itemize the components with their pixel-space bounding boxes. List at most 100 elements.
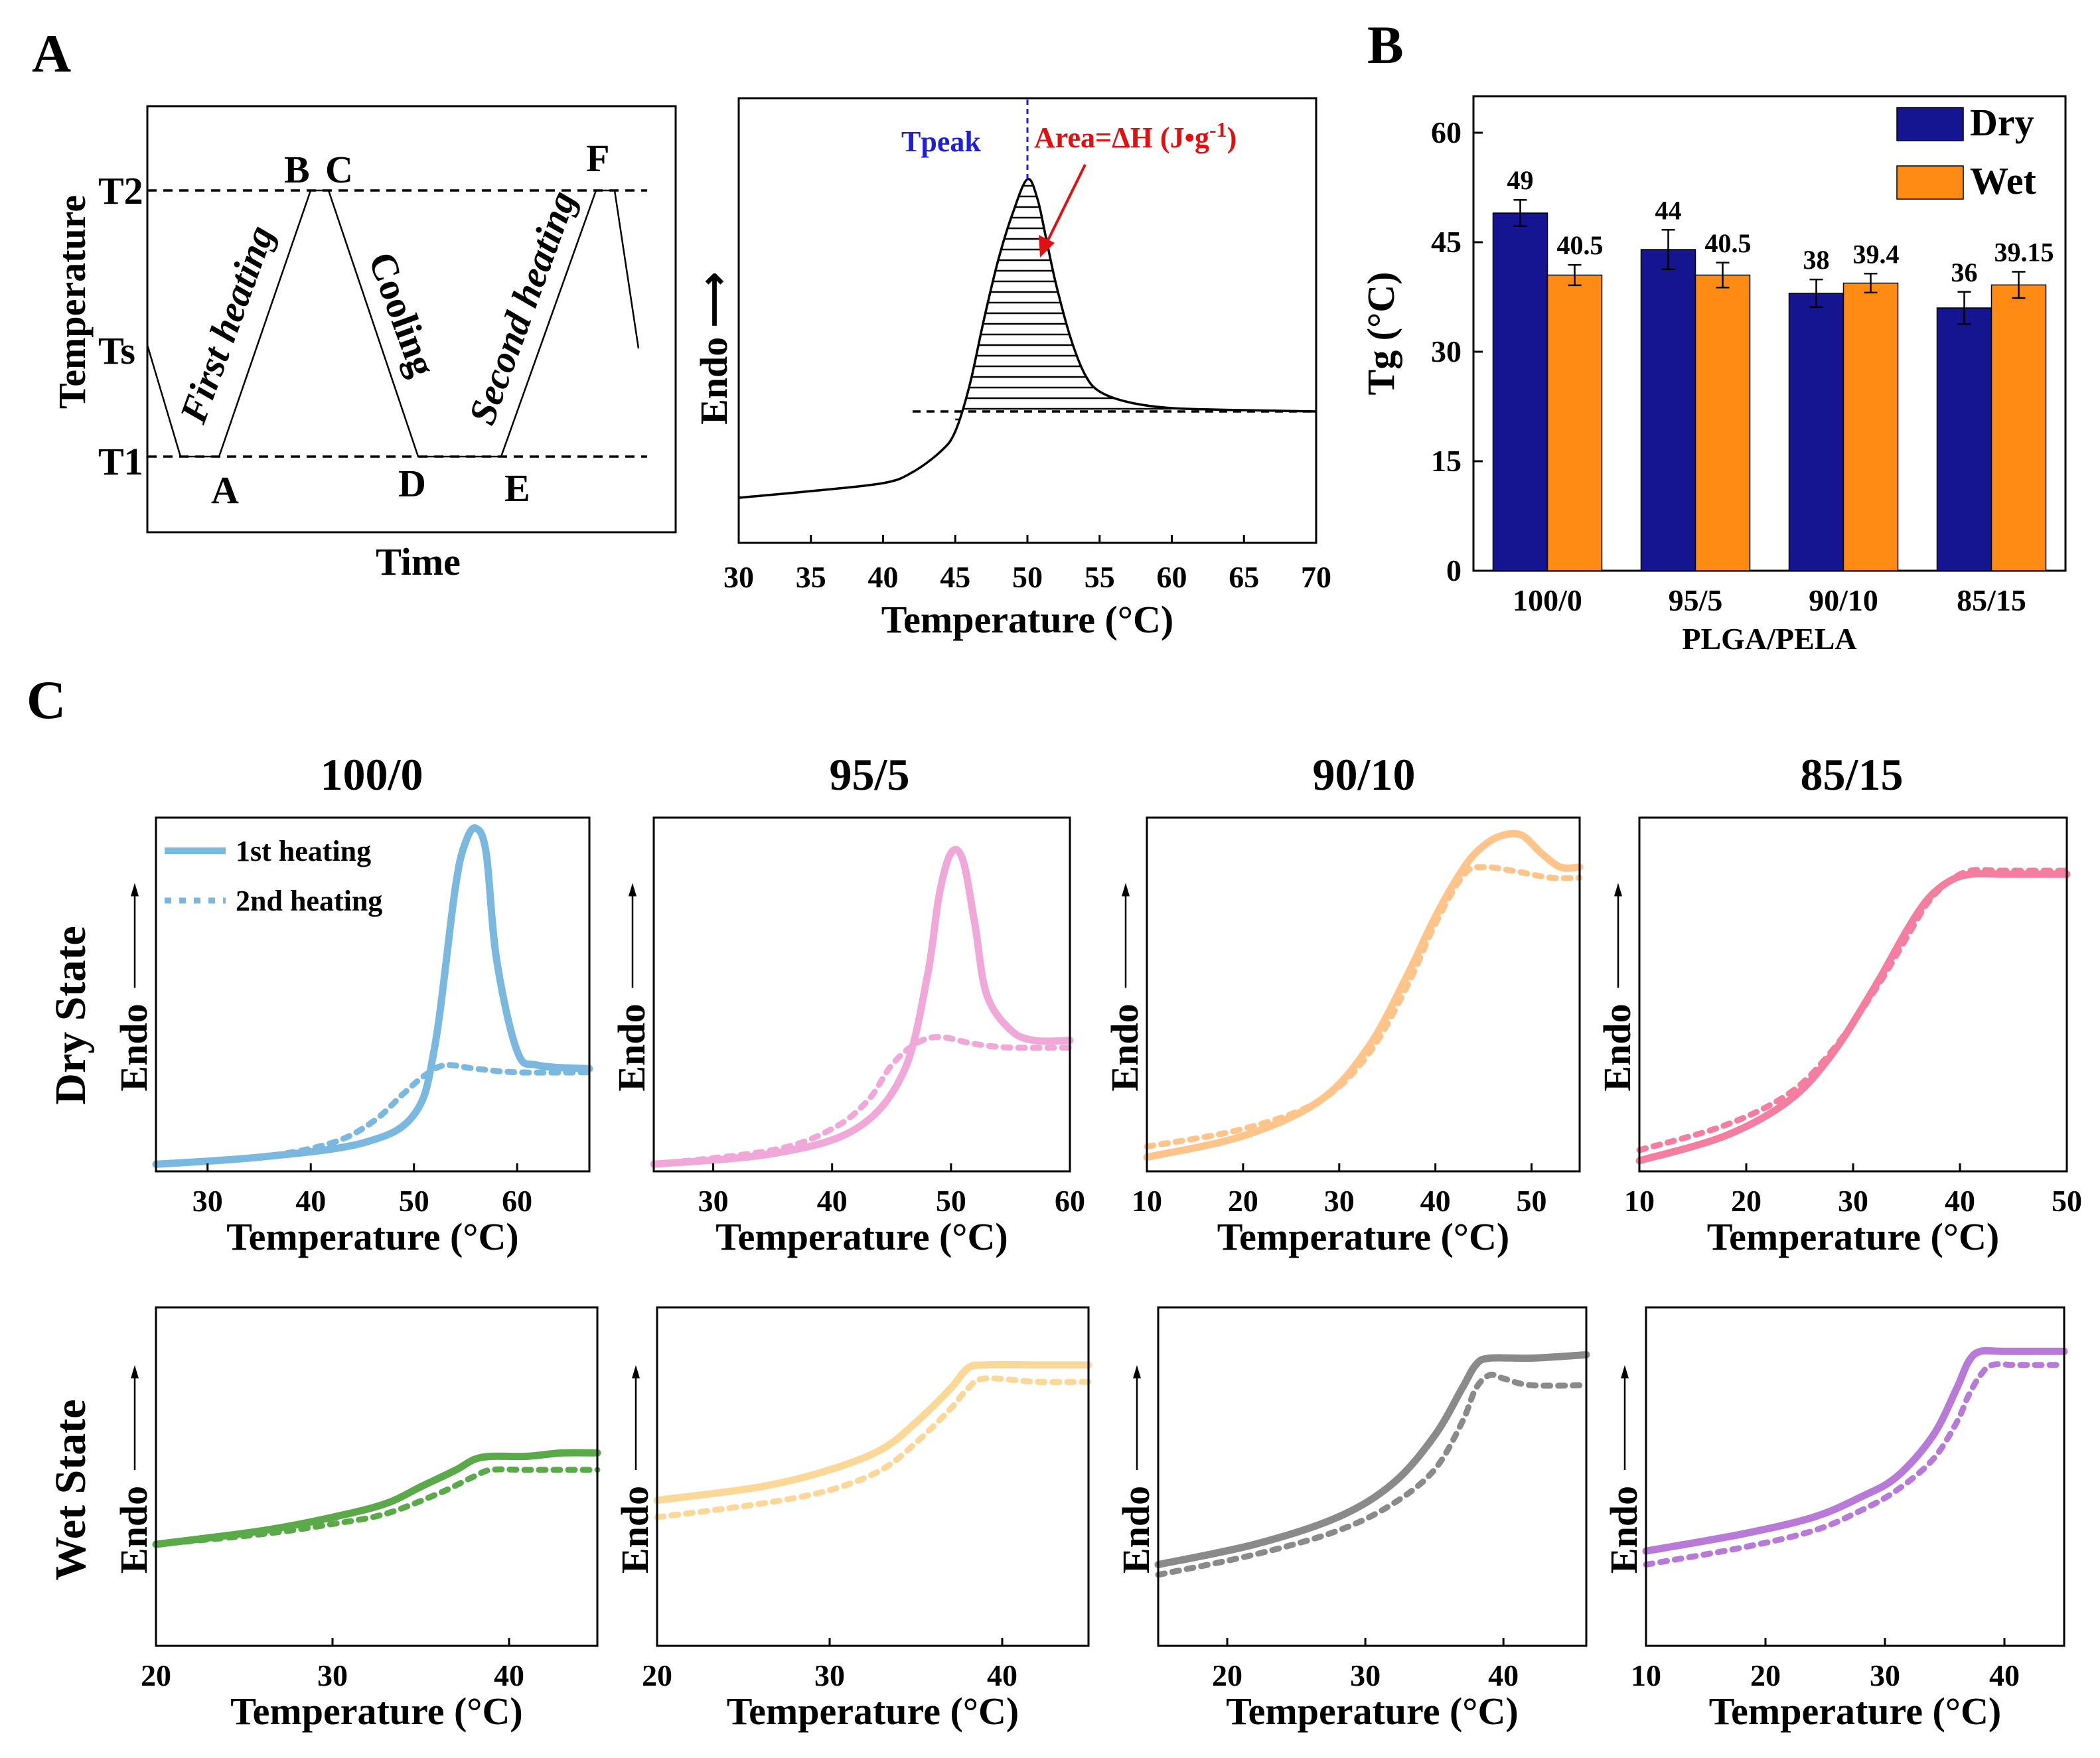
x-tick-label: 20 [1750,1658,1781,1692]
bar-dry [1788,293,1844,571]
x-tick-label: 40 [1989,1658,2020,1692]
x-tick-label: 10 [1631,1658,1661,1692]
schematic-panel: Temperature Time T2 Ts T1 A B C D E F Fi… [50,105,677,583]
endo-arrow-head [1122,883,1130,897]
panel-label-a: A [32,23,71,84]
bar-dry [1492,212,1548,571]
tpeak-label: Tpeak [901,125,981,158]
first-heating-curve [152,1449,601,1548]
schematic-xlabel: Time [376,540,461,583]
x-tick-label: 45 [940,560,970,594]
legend-label-wet: Wet [1970,159,2037,202]
dsc-chart-wet-100-0: 20 30 40 Endo Temperature (°C) [112,1306,601,1733]
x-tick-label: 30 [1324,1184,1355,1218]
second-heating-curve [1643,1361,2067,1568]
x-axis-label: Temperature (°C) [1226,1690,1518,1733]
x-tick-label: 55 [1085,560,1115,594]
endo-arrow-head [1614,883,1622,897]
row-label-wet: Wet State [46,1399,95,1580]
x-tick-label: 20 [1731,1184,1762,1218]
second-heating-label: Second heating [460,185,584,430]
dsc-grid: 100/0 30 40 50 60 Endo Temperature (°C) 95/5 30 4… [112,749,2082,1733]
dsc-chart-dry-85-15: 85/15 10 20 30 40 50 Endo Temperature (°C) [1596,749,2082,1258]
bar-chart-ylabel: Tg (°C) [1359,272,1402,396]
second-heating-curve [153,1466,601,1548]
dsc-chart-wet-95-5: 20 30 40 Endo Temperature (°C) [613,1306,1092,1733]
endo-arrow-head [131,883,139,897]
column-title: 90/10 [1313,749,1416,800]
first-heating-curve [1143,830,1584,1161]
x-tick-label: 70 [1301,560,1331,594]
dsc-chart-dry-95-5: 95/5 30 40 50 60 Endo Temperature (°C) [610,749,1085,1258]
bar-value-label: 36 [1951,257,1978,287]
x-tick-label: 50 [2052,1184,2082,1218]
endo-label: Endo [112,1486,155,1574]
cooling-label: Cooling [360,246,445,382]
point-e: E [504,467,530,510]
x-tick-label: 30 [723,560,754,594]
bar-value-label: 49 [1507,165,1534,195]
point-b: B [284,148,310,191]
column-title: 95/5 [830,749,910,800]
x-axis-label: Temperature (°C) [727,1690,1019,1733]
endo-label: Endo [1602,1486,1645,1574]
panel-label-c: C [27,670,66,730]
bar-wet [1990,284,2047,571]
y-tick-label: 60 [1431,115,1462,149]
x-tick-label: 50 [936,1184,966,1218]
dsc-example-curve [738,177,1317,499]
bar-value-label: 40.5 [1705,228,1752,258]
x-tick-label: 85/15 [1957,583,2026,617]
bar-wet [1694,274,1751,571]
y-tick-label: 45 [1431,225,1462,259]
first-heating-label: First heating [171,220,283,429]
endo-arrow-head [632,1365,640,1378]
x-tick-label: 50 [1012,560,1043,594]
x-axis-label: Temperature (°C) [1217,1215,1509,1258]
chart-frame [155,1306,599,1647]
bar-dry [1936,307,1992,571]
bar-chart-frame [1472,95,2067,572]
heating-legend: 1st heating 2nd heating [165,835,382,917]
legend-second-heating: 2nd heating [236,885,382,917]
x-tick-label: 10 [1624,1184,1655,1218]
chart-frame [656,1306,1090,1647]
x-tick-label: 40 [817,1184,848,1218]
chart-frame [1146,816,1581,1173]
endo-label: Endo [1596,1003,1639,1091]
endo-arrow-head [1621,1365,1629,1378]
y-tick-label: 0 [1446,553,1462,587]
x-axis-label: Temperature (°C) [1707,1215,1999,1258]
legend-label-dry: Dry [1970,101,2034,144]
y-tick-label: 30 [1431,334,1462,368]
first-heating-curve [650,845,1074,1168]
chart-frame [1157,1306,1588,1647]
tg-bar-chart: 0 15 30 45 60 100/0 49 40.5 95/5 44 40.5 90/10 38 39.… [1359,95,2067,656]
x-tick-label: 40 [868,560,899,594]
panel-label-b: B [1367,15,1404,75]
chart-frame [1645,1306,2065,1647]
x-tick-label: 30 [698,1184,729,1218]
dsc-example-ylabel: Endo ⟶ [692,272,735,425]
x-tick-label: 100/0 [1513,583,1582,617]
bar-value-label: 38 [1803,245,1830,275]
x-tick-label: 40 [1420,1184,1451,1218]
point-c: C [325,148,353,191]
legend-first-heating: 1st heating [236,835,371,867]
bar-wet [1842,282,1899,571]
bar-value-label: 44 [1655,195,1682,225]
second-heating-curve [153,1062,593,1167]
column-title: 85/15 [1801,749,1904,800]
first-heating-curve [1635,870,2071,1165]
x-tick-label: 90/10 [1809,583,1878,617]
bar-value-label: 39.4 [1853,239,1900,269]
x-tick-label: 40 [1945,1184,1975,1218]
area-label: Area=ΔH (J•g-1) [1034,117,1237,154]
second-heating-curve [1144,863,1583,1150]
endo-arrow-head [131,1365,139,1378]
x-tick-label: 40 [494,1658,524,1692]
x-tick-label: 60 [1055,1184,1085,1218]
endo-label: Endo [1103,1003,1146,1091]
bar-dry [1640,249,1696,571]
